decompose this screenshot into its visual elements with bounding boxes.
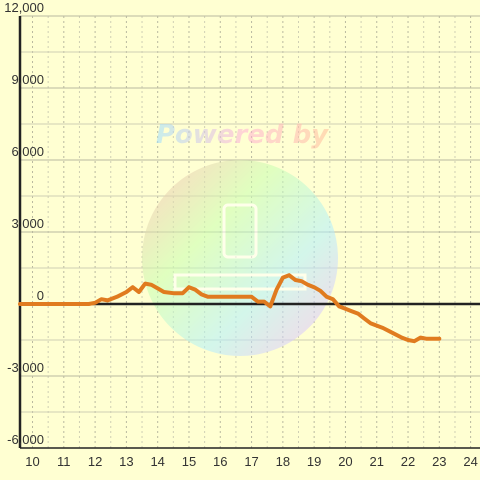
x-tick-label: 15 — [182, 454, 196, 469]
x-tick-label: 24 — [463, 454, 477, 469]
x-tick-labels: 10 11 12 13 14 15 16 17 18 19 20 21 22 23 24 — [25, 454, 478, 469]
y-tick-labels: -6,000 -3,000 0 3,000 6,000 9,000 12,000 — [4, 0, 44, 447]
x-tick-label: 11 — [57, 454, 71, 469]
watermark-powered-by: Powered by — [156, 120, 329, 150]
y-tick-label: 6,000 — [11, 144, 44, 159]
y-tick-label: 3,000 — [11, 216, 44, 231]
x-tick-label: 14 — [150, 454, 164, 469]
x-tick-label: 19 — [307, 454, 321, 469]
y-tick-label: -3,000 — [7, 360, 44, 375]
x-tick-label: 20 — [338, 454, 352, 469]
series-line — [18, 273, 442, 344]
y-tick-label: 12,000 — [4, 0, 44, 15]
y-tick-label: -6,000 — [7, 432, 44, 447]
watermark-phone-icon — [222, 203, 258, 259]
x-tick-label: 21 — [370, 454, 384, 469]
x-tick-label: 17 — [244, 454, 258, 469]
x-tick-label: 16 — [213, 454, 227, 469]
y-tick-label: 0 — [37, 288, 44, 303]
series-group — [18, 273, 442, 344]
x-tick-label: 13 — [119, 454, 133, 469]
x-tick-label: 10 — [25, 454, 39, 469]
x-tick-label: 22 — [401, 454, 415, 469]
x-tick-label: 12 — [88, 454, 102, 469]
y-tick-label: 9,000 — [11, 72, 44, 87]
x-tick-label: 18 — [276, 454, 290, 469]
watermark: Powered by — [142, 120, 338, 356]
x-tick-label: 23 — [432, 454, 446, 469]
